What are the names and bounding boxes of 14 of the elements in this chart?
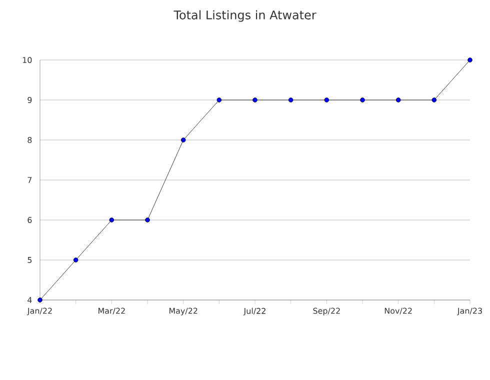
point [288, 98, 294, 102]
point [360, 98, 365, 102]
point [252, 98, 258, 102]
point [38, 298, 42, 302]
point [432, 98, 437, 102]
point [216, 98, 222, 102]
point [396, 98, 401, 102]
chart-title: Total Listings in Atwater [174, 10, 316, 22]
point [468, 58, 472, 62]
point [109, 218, 114, 222]
point [180, 138, 186, 142]
point [73, 258, 78, 262]
point [145, 218, 150, 222]
point [324, 98, 330, 102]
